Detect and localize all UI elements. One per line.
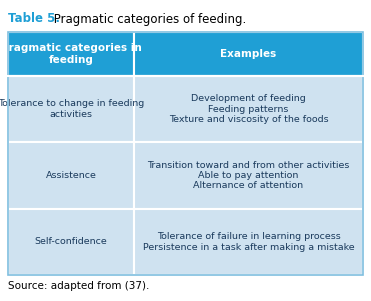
- Text: Transition toward and from other activities
Able to pay attention
Alternance of : Transition toward and from other activit…: [147, 161, 350, 191]
- Text: Pragmatic categories of feeding.: Pragmatic categories of feeding.: [50, 13, 246, 26]
- Bar: [8, 32, 363, 275]
- Text: Assistence: Assistence: [46, 171, 96, 180]
- Bar: [134, 32, 363, 76]
- Text: Pragmatic categories in
feeding: Pragmatic categories in feeding: [1, 43, 141, 65]
- Text: Table 5.: Table 5.: [8, 13, 60, 26]
- Text: Tolerance to change in feeding
activities: Tolerance to change in feeding activitie…: [0, 99, 144, 119]
- Bar: [134, 142, 363, 209]
- Bar: [134, 209, 363, 275]
- Text: Source: adapted from (37).: Source: adapted from (37).: [8, 281, 150, 291]
- Text: Development of feeding
Feeding patterns
Texture and viscosity of the foods: Development of feeding Feeding patterns …: [169, 94, 328, 124]
- Bar: [134, 76, 363, 142]
- Text: Examples: Examples: [220, 49, 277, 59]
- Bar: [8, 209, 134, 275]
- Bar: [8, 76, 134, 142]
- Bar: [8, 32, 134, 76]
- Text: Tolerance of failure in learning process
Persistence in a task after making a mi: Tolerance of failure in learning process…: [143, 232, 354, 252]
- Bar: [8, 142, 134, 209]
- Text: Self-confidence: Self-confidence: [35, 237, 107, 246]
